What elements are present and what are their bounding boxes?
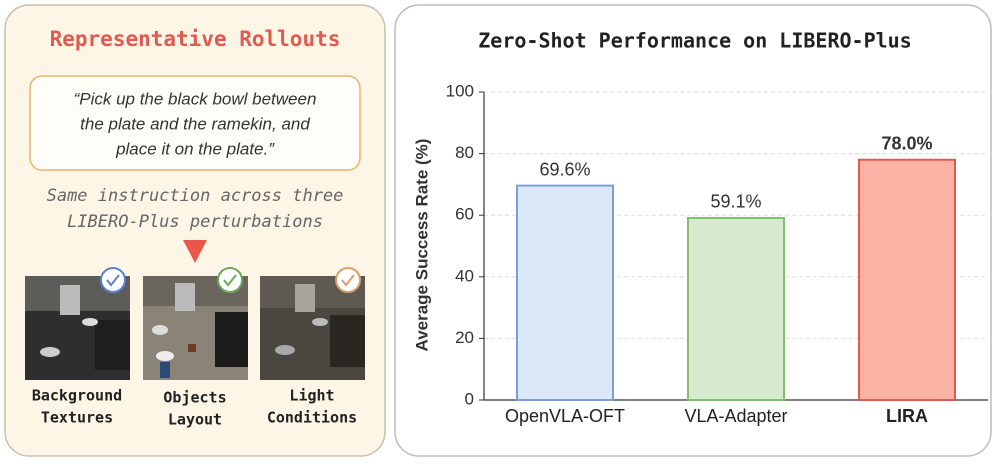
y-tick-label: 80 [455,143,474,162]
caption: Layout [168,411,222,429]
y-tick-label: 60 [455,205,474,224]
scene-image [25,267,130,380]
y-tick-label: 100 [446,81,474,100]
instruction-line: the plate and the ramekin, and [80,114,310,133]
x-tick-label: VLA-Adapter [684,406,787,426]
caption: Textures [41,409,113,427]
y-tick-label: 20 [455,328,474,347]
caption: Objects [163,389,226,407]
x-tick-label: LIRA [886,406,928,426]
panel-title: Representative Rollouts [50,27,341,51]
value-label: 69.6% [539,159,590,179]
note-line: Same instruction across three [47,186,344,206]
bar [687,216,785,401]
caption: Light [289,387,334,405]
bar [858,158,956,401]
value-label: 78.0% [881,134,932,154]
arrow [183,240,207,263]
y-axis-label: Average Success Rate (%) [412,139,431,352]
quote-box [29,75,361,171]
x-tick-label: OpenVLA-OFT [505,406,625,426]
note-line: LIBERO-Plus perturbations [67,212,323,232]
y-tick-label: 0 [465,389,474,408]
bar [516,184,614,401]
scene-image [260,267,365,380]
instruction-line: “Pick up the black bowl between [74,89,317,108]
caption: Background [32,387,122,405]
caption: Conditions [267,409,357,427]
instruction-line: place it on the plate.” [115,139,275,158]
value-label: 59.1% [710,192,761,212]
scene-image [143,267,248,380]
chart-title: Zero-Shot Performance on LIBERO-Plus [478,29,911,53]
y-tick-label: 40 [455,266,474,285]
